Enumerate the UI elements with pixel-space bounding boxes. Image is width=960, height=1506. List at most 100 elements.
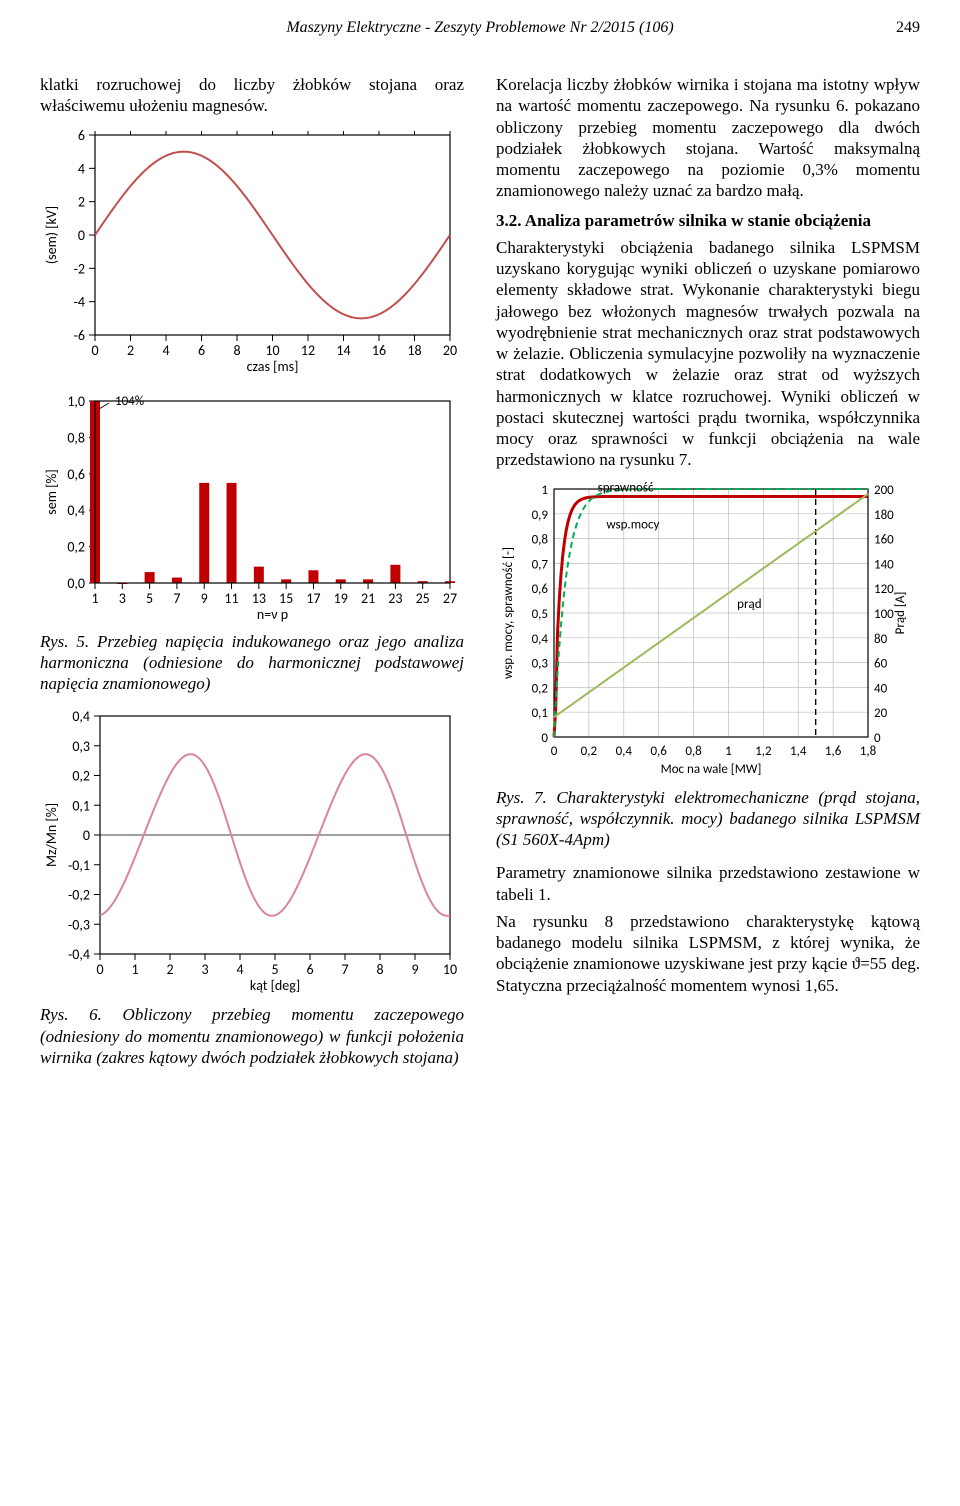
svg-text:8: 8 xyxy=(233,342,240,359)
svg-text:4: 4 xyxy=(78,160,85,177)
svg-text:19: 19 xyxy=(334,590,348,607)
figure-5-top: -6-4-2024602468101214161820(sem) [kV]cza… xyxy=(40,125,464,375)
svg-text:czas [ms]: czas [ms] xyxy=(247,358,299,375)
journal-title: Maszyny Elektryczne - Zeszyty Problemowe… xyxy=(286,19,673,36)
svg-text:n=ν p: n=ν p xyxy=(257,606,288,623)
svg-text:wsp. mocy, sprawność [-]: wsp. mocy, sprawność [-] xyxy=(501,547,516,679)
svg-text:200: 200 xyxy=(874,483,894,498)
svg-text:-2: -2 xyxy=(74,260,85,277)
svg-text:12: 12 xyxy=(301,342,315,359)
harmonics-bar-chart: 0,00,20,40,60,81,01357911131517192123252… xyxy=(40,383,460,623)
svg-text:0,3: 0,3 xyxy=(72,738,90,755)
svg-text:0: 0 xyxy=(541,731,548,746)
svg-text:25: 25 xyxy=(416,590,430,607)
svg-text:0: 0 xyxy=(91,342,98,359)
svg-text:wsp.mocy: wsp.mocy xyxy=(606,517,659,532)
electromechanical-chart: 00,10,20,30,40,50,60,70,80,9102040608010… xyxy=(496,479,916,779)
svg-text:0,8: 0,8 xyxy=(532,532,549,547)
svg-text:0,3: 0,3 xyxy=(532,656,549,671)
svg-text:3: 3 xyxy=(201,961,208,978)
svg-text:-0,1: -0,1 xyxy=(68,857,90,874)
svg-text:6: 6 xyxy=(306,961,313,978)
figure-7-caption: Rys. 7. Charakterystyki elektromechanicz… xyxy=(496,787,920,851)
svg-text:140: 140 xyxy=(874,557,894,572)
figure-7: 00,10,20,30,40,50,60,70,80,9102040608010… xyxy=(496,479,920,779)
figure-5-bottom: 0,00,20,40,60,81,01357911131517192123252… xyxy=(40,383,464,623)
svg-text:sem [%]: sem [%] xyxy=(43,469,60,514)
figure-6: -0,4-0,3-0,2-0,100,10,20,30,401234567891… xyxy=(40,706,464,996)
svg-text:80: 80 xyxy=(874,631,888,646)
right-column: Korelacja liczby żłobków wirnika i stoja… xyxy=(496,74,920,1080)
svg-text:2: 2 xyxy=(166,961,173,978)
svg-text:0,2: 0,2 xyxy=(72,768,90,785)
svg-text:0: 0 xyxy=(83,827,90,844)
left-column: klatki rozruchowej do liczby żłobków sto… xyxy=(40,74,464,1080)
svg-text:1,2: 1,2 xyxy=(755,744,772,759)
svg-text:40: 40 xyxy=(874,681,888,696)
svg-text:0,8: 0,8 xyxy=(685,744,702,759)
svg-text:7: 7 xyxy=(341,961,348,978)
svg-text:5: 5 xyxy=(146,590,153,607)
svg-text:17: 17 xyxy=(306,590,320,607)
svg-text:15: 15 xyxy=(279,590,293,607)
svg-text:10: 10 xyxy=(265,342,279,359)
svg-text:18: 18 xyxy=(407,342,421,359)
right-para-1: Korelacja liczby żłobków wirnika i stoja… xyxy=(496,74,920,202)
svg-text:1,4: 1,4 xyxy=(790,744,807,759)
svg-text:Mz/Mn [%]: Mz/Mn [%] xyxy=(43,803,60,867)
svg-text:0: 0 xyxy=(551,744,558,759)
svg-text:4: 4 xyxy=(236,961,243,978)
svg-text:0,4: 0,4 xyxy=(532,631,549,646)
figure-5-caption: Rys. 5. Przebieg napięcia indukowanego o… xyxy=(40,631,464,695)
svg-text:23: 23 xyxy=(388,590,402,607)
svg-text:20: 20 xyxy=(443,342,457,359)
right-para-2: Charakterystyki obciążenia badanego siln… xyxy=(496,237,920,471)
svg-text:1: 1 xyxy=(541,483,548,498)
svg-text:14: 14 xyxy=(336,342,350,359)
svg-text:6: 6 xyxy=(198,342,205,359)
two-column-layout: klatki rozruchowej do liczby żłobków sto… xyxy=(40,74,920,1080)
figure-6-caption: Rys. 6. Obliczony przebieg momentu zacze… xyxy=(40,1004,464,1068)
svg-text:Prąd [A]: Prąd [A] xyxy=(893,591,908,634)
svg-text:-0,2: -0,2 xyxy=(68,887,90,904)
svg-text:0,7: 0,7 xyxy=(532,557,549,572)
svg-text:0,8: 0,8 xyxy=(67,429,85,446)
svg-text:2: 2 xyxy=(78,193,85,210)
svg-text:0,1: 0,1 xyxy=(72,798,90,815)
svg-text:100: 100 xyxy=(874,607,894,622)
svg-text:(sem) [kV]: (sem) [kV] xyxy=(43,205,60,263)
svg-text:180: 180 xyxy=(874,507,894,522)
svg-text:-6: -6 xyxy=(74,327,85,344)
svg-text:21: 21 xyxy=(361,590,375,607)
svg-text:9: 9 xyxy=(201,590,208,607)
svg-text:0: 0 xyxy=(78,227,85,244)
svg-text:6: 6 xyxy=(78,127,85,144)
svg-text:-0,3: -0,3 xyxy=(68,917,90,934)
svg-text:1: 1 xyxy=(131,961,138,978)
svg-text:0,6: 0,6 xyxy=(650,744,667,759)
svg-text:0,0: 0,0 xyxy=(67,575,85,592)
svg-text:sprawność: sprawność xyxy=(598,480,654,495)
svg-text:60: 60 xyxy=(874,656,888,671)
right-para-4: Na rysunku 8 przedstawiono charakterysty… xyxy=(496,911,920,996)
svg-text:3: 3 xyxy=(119,590,126,607)
svg-text:-0,4: -0,4 xyxy=(68,946,90,963)
svg-text:10: 10 xyxy=(443,961,457,978)
svg-text:0,2: 0,2 xyxy=(67,538,85,555)
svg-text:11: 11 xyxy=(224,590,238,607)
svg-text:0,2: 0,2 xyxy=(581,744,598,759)
svg-text:0,4: 0,4 xyxy=(72,708,90,725)
svg-text:4: 4 xyxy=(162,342,169,359)
svg-text:1,0: 1,0 xyxy=(67,393,85,410)
svg-text:20: 20 xyxy=(874,706,888,721)
svg-text:0,4: 0,4 xyxy=(616,744,633,759)
svg-text:5: 5 xyxy=(271,961,278,978)
right-para-3: Parametry znamionowe silnika przedstawio… xyxy=(496,862,920,905)
svg-text:-4: -4 xyxy=(74,293,85,310)
svg-text:1,8: 1,8 xyxy=(860,744,877,759)
svg-text:kąt [deg]: kąt [deg] xyxy=(250,977,300,994)
svg-text:0,2: 0,2 xyxy=(532,681,549,696)
svg-text:0,9: 0,9 xyxy=(532,507,549,522)
svg-text:9: 9 xyxy=(411,961,418,978)
svg-text:1: 1 xyxy=(725,744,732,759)
